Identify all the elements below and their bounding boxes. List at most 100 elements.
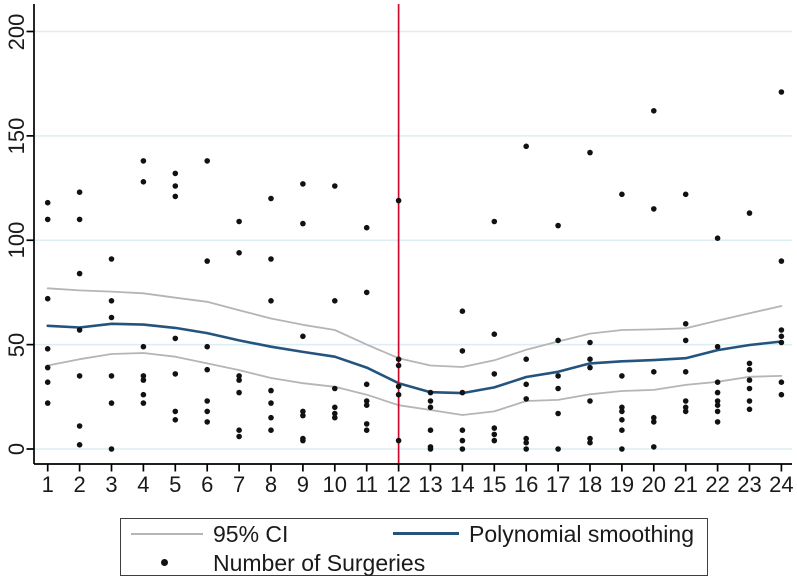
scatter-point [236, 250, 242, 256]
scatter-point [172, 183, 179, 189]
y-tick-label-0: 0 [4, 442, 29, 456]
scatter-point [332, 404, 338, 411]
scatter-point [427, 427, 434, 434]
scatter-point [714, 398, 721, 404]
scatter-point [427, 398, 434, 404]
scatter-point [395, 362, 402, 369]
x-tick-label-9: 9 [296, 472, 310, 497]
scatter-point [459, 427, 466, 434]
scatter-point [746, 385, 753, 392]
scatter-point [459, 437, 466, 444]
x-tick-label-21: 21 [673, 472, 698, 497]
x-tick-label-12: 12 [386, 472, 411, 497]
scatter-point [778, 379, 785, 386]
legend-ci-line-swatch [131, 533, 203, 535]
scatter-point [459, 389, 466, 396]
x-tick-label-19: 19 [609, 472, 635, 497]
scatter-point [395, 391, 402, 398]
scatter-point [619, 446, 625, 452]
x-tick-label-23: 23 [737, 472, 762, 497]
scatter-point [300, 220, 306, 227]
scatter-point [140, 373, 147, 379]
scatter-point [140, 158, 147, 164]
scatter-point [172, 371, 179, 377]
scatter-point [459, 348, 466, 354]
scatter-point [523, 396, 529, 402]
scatter-point [268, 414, 274, 421]
y-tick-label-50: 50 [4, 332, 29, 357]
scatter-point [76, 216, 83, 223]
legend-ci-label: 95% CI [213, 521, 289, 547]
scatter-point [268, 387, 274, 394]
scatter-point [332, 385, 338, 392]
scatter-point [746, 210, 753, 216]
scatter-point [300, 408, 306, 415]
x-tick-label-18: 18 [577, 472, 603, 497]
scatter-point [140, 391, 147, 398]
y-tick-label-150: 150 [4, 117, 29, 155]
scatter-point [300, 181, 306, 187]
scatter-point [491, 431, 498, 438]
scatter-point [778, 339, 785, 346]
scatter-point [395, 356, 402, 363]
scatter-point [140, 179, 147, 185]
scatter-point [587, 149, 593, 156]
scatter-point [268, 298, 274, 304]
scatter-point [76, 327, 83, 333]
scatter-point [172, 193, 179, 200]
scatter-point [523, 446, 529, 452]
scatter-point [682, 321, 689, 327]
scatter-point [778, 327, 785, 333]
scatter-point [363, 289, 370, 296]
scatter-point [300, 333, 306, 340]
y-tick-label-100: 100 [4, 221, 29, 259]
scatter-point [236, 373, 242, 379]
scatter-point [587, 398, 593, 404]
x-tick-label-20: 20 [641, 472, 667, 497]
scatter-point [746, 406, 753, 413]
scatter-point [427, 404, 434, 411]
scatter-point [651, 419, 657, 425]
scatter-point [395, 437, 402, 444]
x-tick-label-1: 1 [41, 472, 54, 497]
scatter-point [778, 333, 785, 340]
legend-smoothing-line-swatch [393, 532, 459, 535]
x-tick-label-17: 17 [545, 472, 571, 497]
scatter-point [778, 89, 785, 95]
scatter-point [172, 335, 179, 342]
scatter-point [172, 408, 179, 415]
scatter-point [236, 377, 242, 383]
scatter-point [714, 419, 721, 425]
x-tick-label-8: 8 [264, 472, 278, 497]
scatter-point [714, 389, 721, 396]
scatter-point [555, 385, 561, 392]
scatter-point [651, 444, 657, 450]
x-tick-label-6: 6 [201, 472, 214, 497]
scatter-point [332, 183, 338, 189]
scatter-point [587, 356, 593, 363]
scatter-point [108, 446, 115, 452]
scatter-point [714, 408, 721, 415]
scatter-point [619, 404, 625, 411]
scatter-point [714, 402, 721, 409]
scatter-point [523, 435, 529, 442]
scatter-point [587, 439, 593, 446]
scatter-point [491, 371, 498, 377]
x-tick-label-4: 4 [137, 472, 150, 497]
scatter-point [651, 206, 657, 212]
scatter-point [778, 391, 785, 398]
scatter-point [363, 427, 370, 434]
scatter-point [204, 366, 210, 373]
scatter-point [236, 218, 242, 225]
legend-smoothing-label: Polynomial smoothing [469, 521, 695, 547]
scatter-point [76, 442, 83, 448]
scatter-point [523, 439, 529, 446]
scatter-point [44, 346, 51, 352]
scatter-point [268, 427, 274, 434]
scatter-point [108, 400, 115, 406]
scatter-point [363, 398, 370, 404]
scatter-point [491, 218, 498, 225]
x-tick-label-10: 10 [322, 472, 348, 497]
